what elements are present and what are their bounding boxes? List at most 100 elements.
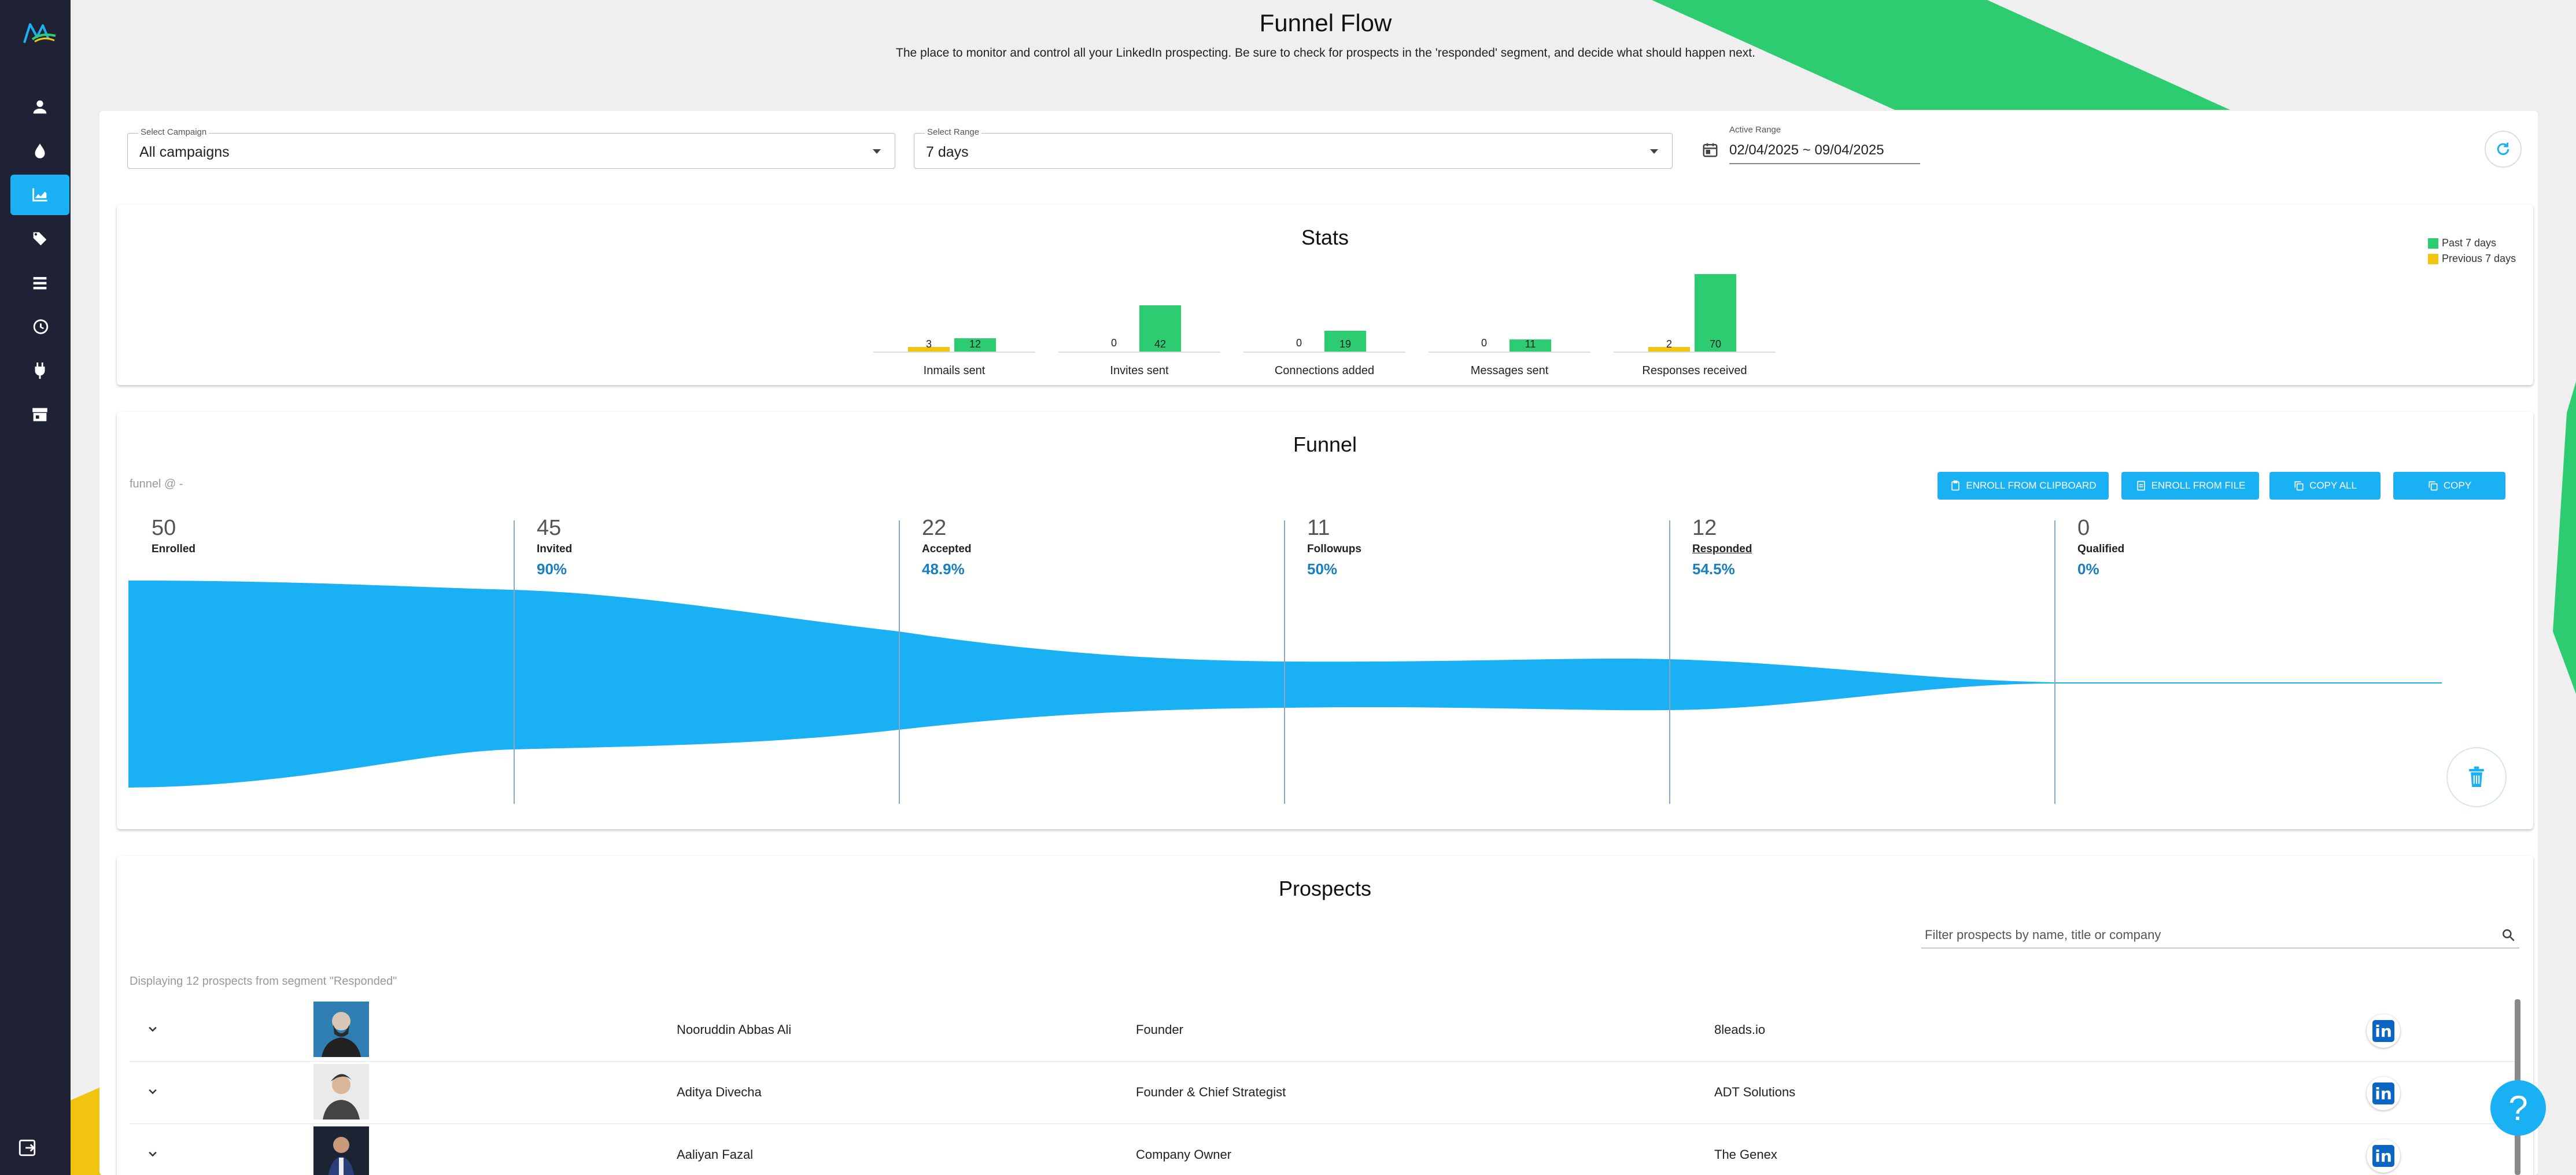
stat-bar: 0 [1093,337,1135,352]
list-icon [33,277,47,290]
funnel-stage-followups[interactable]: 11 Followups 50% [1307,516,1361,578]
table-row[interactable]: Aditya Divecha Founder & Chief Strategis… [130,1062,2516,1124]
prospect-name: Nooruddin Abbas Ali [677,1022,792,1037]
stat-baseline [1243,352,1405,353]
stat-bar: 11 [1510,338,1551,352]
page-subtitle: The place to monitor and control all you… [896,46,1755,60]
legend-item-past: Past 7 days [2428,237,2516,249]
chevron-down-icon[interactable] [147,1148,158,1160]
stat-bar-label: 0 [1481,337,1487,349]
funnel-stage-qualified[interactable]: 0 Qualified 0% [2077,516,2124,578]
table-row[interactable]: Aaliyan Fazal Company Owner The Genex in [130,1124,2516,1175]
copy-icon [2429,481,2438,491]
sidebar-item-lists[interactable] [10,263,69,303]
stat-bar: 3 [908,338,950,352]
file-icon [2136,481,2145,491]
refresh-icon [2497,142,2509,156]
delete-button[interactable] [2446,747,2507,807]
stat-category-label: Responses received [1642,364,1747,377]
enroll-from-file-button[interactable]: ENROLL FROM FILE [2121,472,2259,500]
sidebar-item-store[interactable] [10,394,69,435]
stage-count: 12 [1692,516,1717,540]
chevron-down-icon[interactable] [147,1023,158,1035]
tags-icon [32,232,47,246]
sidebar-item-integrations[interactable] [10,350,69,391]
stat-bar-label: 42 [1154,338,1167,350]
funnel-divider [899,520,900,804]
stat-bar-label: 0 [1296,337,1302,349]
stage-count: 45 [537,516,562,540]
campaign-select[interactable]: Select Campaign All campaigns [127,127,895,169]
stage-percent: 50% [1307,560,1338,578]
funnel-stage-accepted[interactable]: 22 Accepted 48.9% [922,516,972,578]
plug-icon [35,362,45,379]
funnel-area [128,581,2442,788]
legend-item-previous: Previous 7 days [2428,253,2516,265]
stat-bar: 0 [1463,337,1505,352]
stat-bar: 19 [1324,330,1366,352]
logout-icon[interactable] [17,1138,37,1158]
drop-icon [35,143,45,158]
calendar-icon[interactable] [1702,141,1719,158]
stat-bar: 2 [1648,338,1690,352]
stat-group: 2 70 [1614,266,1776,353]
copy-icon [2294,481,2304,491]
copy-all-label: COPY ALL [2309,480,2357,491]
background-green-edge [2553,382,2576,694]
enroll-from-clipboard-label: ENROLL FROM CLIPBOARD [1966,480,2097,491]
stat-group: 3 12 [873,266,1035,353]
background-yellow-shape [71,1087,101,1175]
stat-group: 0 11 [1429,266,1590,353]
prospects-count-text: Displaying 12 prospects from segment "Re… [130,975,397,988]
stat-category-label: Inmails sent [923,364,986,377]
linkedin-icon: in [2372,1020,2394,1042]
stat-bar: 42 [1139,305,1181,352]
range-select[interactable]: Select Range 7 days [914,127,1673,169]
funnel-stage-invited[interactable]: 45 Invited 90% [537,516,572,578]
stat-group: 0 19 [1243,266,1405,353]
funnel-divider [514,520,515,804]
funnel-caption: funnel @ - [130,478,183,490]
stat-bar-label: 19 [1339,338,1352,350]
sidebar-item-tags[interactable] [10,219,69,259]
help-button[interactable]: ? [2490,1080,2546,1136]
prospect-search-input[interactable]: Filter prospects by name, title or compa… [1925,928,2161,942]
avatar [313,1126,369,1175]
linkedin-icon: in [2372,1082,2394,1104]
copy-button[interactable]: COPY [2393,472,2505,500]
stage-count: 50 [152,516,176,540]
legend-swatch-previous [2428,253,2438,264]
prospect-name: Aaliyan Fazal [677,1147,754,1162]
prospect-company: The Genex [1714,1147,1777,1162]
enroll-from-clipboard-button[interactable]: ENROLL FROM CLIPBOARD [1937,472,2109,500]
funnel-stage-enrolled[interactable]: 50 Enrolled [152,516,195,556]
copy-all-button[interactable]: COPY ALL [2269,472,2381,500]
sidebar [0,0,71,1175]
search-icon[interactable] [2501,928,2516,943]
sidebar-item-funnel[interactable] [10,175,69,215]
stat-bar-label: 0 [1110,337,1117,349]
table-row[interactable]: Nooruddin Abbas Ali Founder 8leads.io in [130,999,2516,1062]
chevron-down-icon[interactable] [147,1086,158,1098]
active-range-input[interactable]: 02/04/2025 ~ 09/04/2025 [1729,142,1920,164]
sidebar-item-history[interactable] [10,306,69,347]
person-icon [33,100,47,114]
stat-category-label: Invites sent [1110,364,1169,377]
stat-bar: 70 [1695,274,1736,352]
stat-baseline [873,352,1035,353]
stage-count: 0 [2077,516,2090,540]
app-logo[interactable] [22,20,58,47]
sidebar-item-prospects[interactable] [10,87,69,127]
stage-name: Invited [537,543,573,555]
linkedin-button[interactable]: in [2367,1014,2400,1048]
funnel-stage-responded[interactable]: 12 Responded 54.5% [1692,516,1752,578]
stat-bar: 0 [1278,337,1320,352]
linkedin-button[interactable]: in [2367,1139,2400,1173]
sidebar-item-campaigns[interactable] [10,131,69,171]
linkedin-icon: in [2372,1145,2394,1167]
stat-category-label: Messages sent [1470,364,1549,377]
prospect-search[interactable]: Filter prospects by name, title or compa… [1921,923,2519,948]
linkedin-button[interactable]: in [2367,1077,2400,1110]
refresh-button[interactable] [2485,131,2522,168]
stage-count: 22 [922,516,947,540]
